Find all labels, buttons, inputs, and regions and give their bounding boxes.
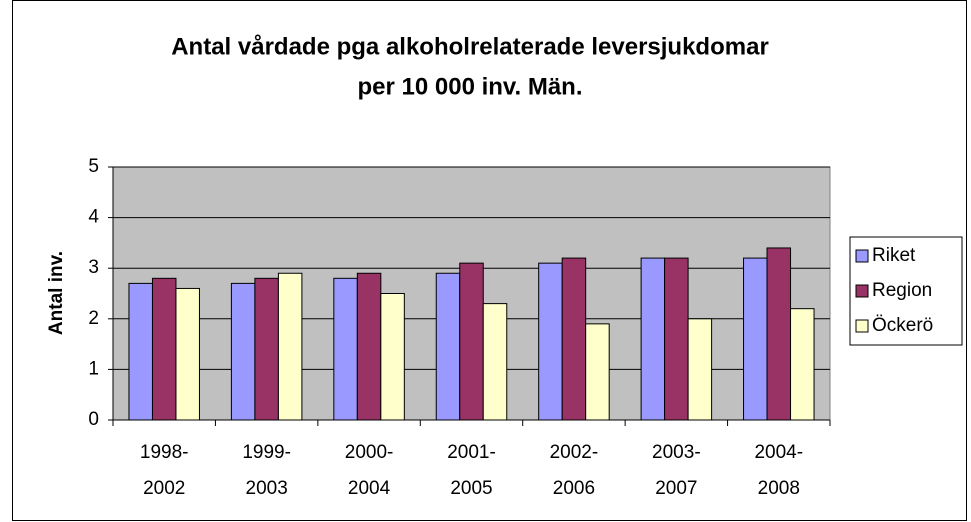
chart-title: Antal vårdade pga alkoholrelaterade leve… bbox=[171, 33, 769, 60]
chart-title: per 10 000 inv. Män. bbox=[358, 73, 583, 100]
y-tick-label: 4 bbox=[88, 207, 99, 228]
y-tick-label: 0 bbox=[88, 409, 99, 430]
bar bbox=[230, 282, 256, 421]
bar bbox=[151, 277, 177, 421]
bar bbox=[459, 262, 484, 421]
bar bbox=[356, 272, 382, 421]
x-tick-label: 2000-2004 bbox=[345, 442, 394, 499]
legend-label: Riket bbox=[872, 245, 916, 266]
bar bbox=[277, 272, 303, 421]
y-tick-label: 1 bbox=[88, 358, 99, 379]
bar bbox=[435, 272, 461, 421]
bar bbox=[482, 303, 508, 421]
legend-label: Öckerö bbox=[872, 315, 933, 336]
y-tick-label: 5 bbox=[88, 156, 99, 177]
x-tick-label: 2004-2008 bbox=[754, 442, 803, 499]
y-tick-label: 3 bbox=[88, 257, 99, 278]
bar bbox=[333, 277, 358, 421]
bar bbox=[766, 247, 792, 421]
bar bbox=[128, 282, 153, 421]
x-tick-label: 2003-2007 bbox=[652, 442, 701, 499]
x-tick-label: 1999-2003 bbox=[242, 442, 291, 499]
bar bbox=[640, 257, 666, 421]
bar bbox=[743, 257, 768, 421]
bar bbox=[561, 257, 587, 421]
legend-label: Region bbox=[872, 280, 932, 301]
legend-swatch bbox=[855, 284, 869, 298]
bar bbox=[254, 277, 279, 421]
bar bbox=[664, 257, 689, 421]
y-tick-label: 2 bbox=[88, 308, 99, 329]
bar bbox=[380, 293, 405, 421]
x-tick-label: 2002-2006 bbox=[550, 442, 599, 499]
legend-box bbox=[849, 236, 963, 346]
y-axis-title: Antal inv. bbox=[46, 251, 67, 335]
bar bbox=[538, 262, 563, 421]
bar bbox=[585, 323, 610, 421]
legend-swatch bbox=[855, 249, 869, 263]
x-tick-label: 1998-2002 bbox=[140, 442, 189, 499]
x-tick-label: 2001-2005 bbox=[447, 442, 496, 499]
bar bbox=[175, 287, 200, 421]
bar bbox=[687, 318, 713, 421]
legend-swatch bbox=[855, 319, 869, 333]
bar bbox=[790, 308, 815, 421]
